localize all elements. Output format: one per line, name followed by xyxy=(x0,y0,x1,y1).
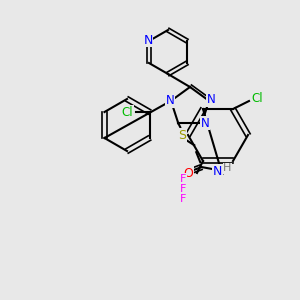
Text: N: N xyxy=(200,117,209,130)
Text: Cl: Cl xyxy=(251,92,263,104)
Text: Cl: Cl xyxy=(122,106,133,118)
Text: N: N xyxy=(166,94,174,107)
Text: H: H xyxy=(223,163,231,173)
Text: N: N xyxy=(207,93,215,106)
Text: F: F xyxy=(180,174,186,184)
Text: N: N xyxy=(143,34,153,46)
Text: F: F xyxy=(180,194,186,204)
Text: N: N xyxy=(213,165,222,178)
Text: S: S xyxy=(178,129,186,142)
Text: O: O xyxy=(183,167,193,180)
Text: F: F xyxy=(180,184,186,194)
